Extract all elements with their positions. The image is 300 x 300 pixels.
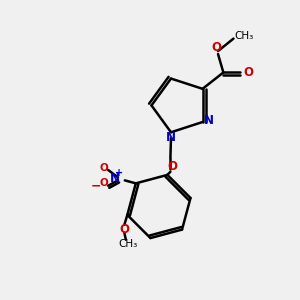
Text: CH₃: CH₃ <box>118 239 138 249</box>
Text: N: N <box>204 114 214 127</box>
Text: O: O <box>100 163 108 173</box>
Text: N: N <box>165 131 176 144</box>
Text: +: + <box>116 168 124 178</box>
Text: O: O <box>119 223 129 236</box>
Text: O: O <box>243 66 253 79</box>
Text: O: O <box>167 160 177 173</box>
Text: N: N <box>110 172 120 184</box>
Text: CH₃: CH₃ <box>234 31 254 40</box>
Text: O: O <box>100 178 108 188</box>
Text: −: − <box>90 180 101 193</box>
Text: O: O <box>212 41 222 54</box>
